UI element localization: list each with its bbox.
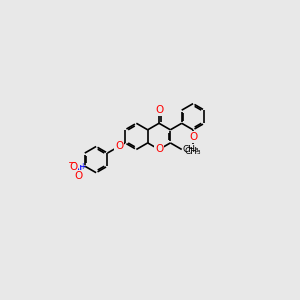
Text: O: O xyxy=(69,162,78,172)
Text: O: O xyxy=(155,145,163,154)
Text: +: + xyxy=(79,162,85,171)
Text: CH₃: CH₃ xyxy=(185,147,201,156)
Text: O: O xyxy=(115,141,124,151)
Text: N: N xyxy=(74,165,83,175)
Text: O: O xyxy=(74,171,83,181)
Text: O: O xyxy=(189,132,197,142)
Text: CH₃: CH₃ xyxy=(183,145,200,154)
Text: O: O xyxy=(155,105,163,115)
Text: −: − xyxy=(68,158,76,168)
